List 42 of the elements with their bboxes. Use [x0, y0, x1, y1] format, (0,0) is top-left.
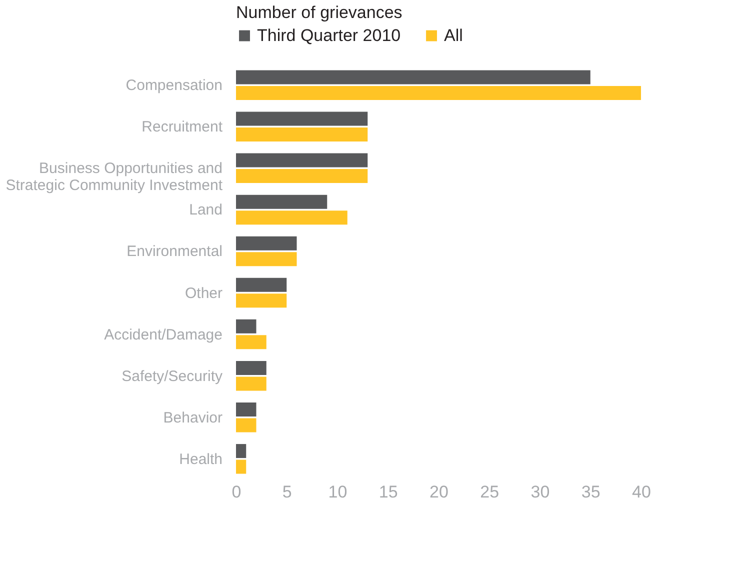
bar	[236, 153, 368, 168]
bar	[236, 169, 368, 184]
y-tick-label: Behavior	[163, 409, 223, 426]
legend-label: Third Quarter 2010	[257, 26, 401, 45]
y-tick-label: Accident/Damage	[104, 326, 222, 344]
x-tick-label: 0	[232, 482, 242, 502]
bar	[236, 252, 297, 266]
x-tick-label: 30	[530, 482, 550, 502]
bar	[236, 460, 246, 474]
x-tick-label: 35	[581, 482, 600, 502]
legend-label: All	[444, 26, 463, 45]
x-tick-label: 25	[480, 482, 500, 502]
x-tick-label: 20	[430, 482, 448, 502]
y-tick-label: Business Opportunities and Strategic Community Investment	[6, 160, 224, 194]
bar	[236, 210, 348, 225]
bar	[236, 194, 328, 209]
bar	[236, 319, 256, 334]
x-tick-label: 5	[282, 482, 292, 502]
y-tick-label: Environmental	[126, 243, 222, 260]
bar	[236, 112, 368, 126]
y-tick-label: Land	[189, 202, 222, 219]
y-tick-label: Safety/Security	[122, 368, 223, 385]
bar	[236, 335, 266, 350]
bar	[236, 128, 368, 142]
bar	[236, 278, 287, 292]
y-tick-label: Compensation	[126, 77, 222, 94]
bar	[236, 376, 266, 391]
bar	[236, 402, 256, 416]
y-tick-label: Health	[179, 450, 222, 468]
x-tick-label: 15	[378, 482, 398, 502]
bar	[236, 294, 287, 308]
x-tick-label: 10	[328, 482, 348, 502]
bar	[236, 70, 590, 84]
x-tick-label: 40	[632, 482, 651, 502]
legend-title: Number of grievances	[236, 3, 402, 22]
bar	[236, 86, 641, 100]
bar	[236, 360, 266, 375]
y-tick-label: Recruitment	[142, 118, 224, 136]
bar	[236, 236, 297, 250]
bar	[236, 444, 246, 458]
y-tick-label: Other	[184, 284, 223, 302]
bar	[236, 418, 256, 432]
